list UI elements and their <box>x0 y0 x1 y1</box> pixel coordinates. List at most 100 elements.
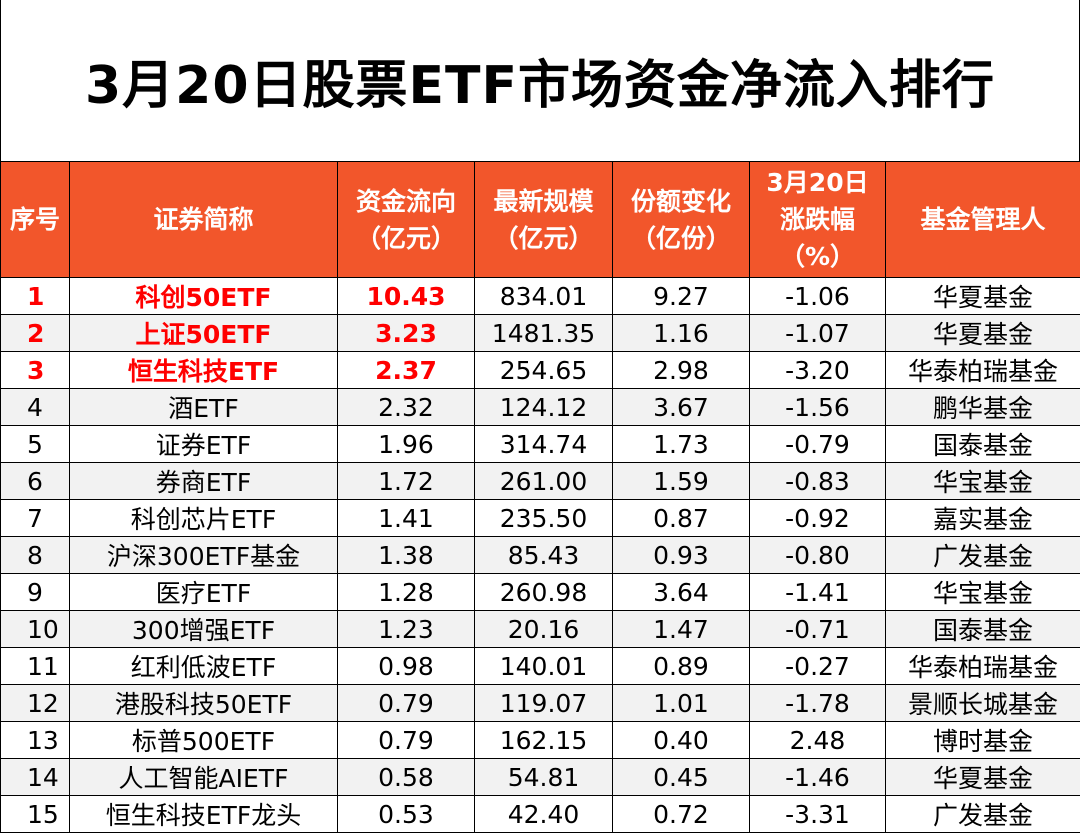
rank-cell: 9 <box>0 573 70 611</box>
rank-cell: 14 <box>0 758 70 796</box>
change-cell: -1.06 <box>749 277 886 315</box>
change-cell: 2.48 <box>749 721 886 759</box>
change-cell: -1.78 <box>749 684 886 722</box>
scale-cell: 314.74 <box>474 425 613 463</box>
flow-cell: 1.28 <box>337 573 475 611</box>
scale-cell: 54.81 <box>474 758 613 796</box>
name-cell: 恒生科技ETF龙头 <box>69 795 338 833</box>
rank-cell: 3 <box>0 351 70 389</box>
share-cell: 3.64 <box>612 573 750 611</box>
table-row: 5 证券ETF 1.96 314.74 1.73 -0.79 国泰基金 <box>0 425 1080 463</box>
rank-cell: 5 <box>0 425 70 463</box>
share-cell: 0.40 <box>612 721 750 759</box>
manager-cell: 华宝基金 <box>885 462 1080 500</box>
rank-cell: 10 <box>0 610 70 648</box>
rank-cell: 2 <box>0 314 70 352</box>
name-cell: 恒生科技ETF <box>69 351 338 389</box>
flow-cell: 0.53 <box>337 795 475 833</box>
rank-cell: 8 <box>0 536 70 574</box>
share-cell: 1.73 <box>612 425 750 463</box>
name-cell: 科创芯片ETF <box>69 499 338 537</box>
scale-cell: 85.43 <box>474 536 613 574</box>
manager-cell: 国泰基金 <box>885 425 1080 463</box>
change-cell: -1.56 <box>749 388 886 426</box>
table-row: 4 酒ETF 2.32 124.12 3.67 -1.56 鹏华基金 <box>0 388 1080 426</box>
manager-cell: 华夏基金 <box>885 314 1080 352</box>
manager-cell: 景顺长城基金 <box>885 684 1080 722</box>
table-row: 9 医疗ETF 1.28 260.98 3.64 -1.41 华宝基金 <box>0 573 1080 611</box>
title-area: 3月20日股票ETF市场资金净流入排行 <box>0 0 1080 161</box>
change-cell: -0.83 <box>749 462 886 500</box>
rank-cell: 15 <box>0 795 70 833</box>
name-cell: 标普500ETF <box>69 721 338 759</box>
table-header-row: 序号 证券简称 资金流向 （亿元） 最新规模 （亿元） 份额变化 （亿份） 3月… <box>0 161 1080 278</box>
flow-cell: 1.96 <box>337 425 475 463</box>
rank-cell: 11 <box>0 647 70 685</box>
scale-cell: 140.01 <box>474 647 613 685</box>
change-cell: -0.71 <box>749 610 886 648</box>
share-cell: 1.16 <box>612 314 750 352</box>
change-cell: -3.20 <box>749 351 886 389</box>
rank-cell: 1 <box>0 277 70 315</box>
table-row: 3 恒生科技ETF 2.37 254.65 2.98 -3.20 华泰柏瑞基金 <box>0 351 1080 389</box>
scale-cell: 42.40 <box>474 795 613 833</box>
share-cell: 0.45 <box>612 758 750 796</box>
header-scale: 最新规模 （亿元） <box>474 161 613 278</box>
share-cell: 0.72 <box>612 795 750 833</box>
table-row: 7 科创芯片ETF 1.41 235.50 0.87 -0.92 嘉实基金 <box>0 499 1080 537</box>
table-row: 13 标普500ETF 0.79 162.15 0.40 2.48 博时基金 <box>0 721 1080 759</box>
table-row: 2 上证50ETF 3.23 1481.35 1.16 -1.07 华夏基金 <box>0 314 1080 352</box>
share-cell: 9.27 <box>612 277 750 315</box>
scale-cell: 254.65 <box>474 351 613 389</box>
name-cell: 酒ETF <box>69 388 338 426</box>
header-manager: 基金管理人 <box>885 161 1080 278</box>
table-row: 8 沪深300ETF基金 1.38 85.43 0.93 -0.80 广发基金 <box>0 536 1080 574</box>
flow-cell: 1.41 <box>337 499 475 537</box>
change-cell: -0.92 <box>749 499 886 537</box>
name-cell: 港股科技50ETF <box>69 684 338 722</box>
scale-cell: 119.07 <box>474 684 613 722</box>
table-row: 11 红利低波ETF 0.98 140.01 0.89 -0.27 华泰柏瑞基金 <box>0 647 1080 685</box>
flow-cell: 0.79 <box>337 684 475 722</box>
manager-cell: 国泰基金 <box>885 610 1080 648</box>
manager-cell: 嘉实基金 <box>885 499 1080 537</box>
manager-cell: 华宝基金 <box>885 573 1080 611</box>
scale-cell: 162.15 <box>474 721 613 759</box>
flow-cell: 0.79 <box>337 721 475 759</box>
header-rank: 序号 <box>0 161 70 278</box>
change-cell: -3.31 <box>749 795 886 833</box>
manager-cell: 华泰柏瑞基金 <box>885 647 1080 685</box>
flow-cell: 3.23 <box>337 314 475 352</box>
share-cell: 3.67 <box>612 388 750 426</box>
scale-cell: 235.50 <box>474 499 613 537</box>
rank-cell: 13 <box>0 721 70 759</box>
name-cell: 上证50ETF <box>69 314 338 352</box>
flow-cell: 1.72 <box>337 462 475 500</box>
manager-cell: 广发基金 <box>885 795 1080 833</box>
scale-cell: 834.01 <box>474 277 613 315</box>
change-cell: -0.80 <box>749 536 886 574</box>
manager-cell: 华夏基金 <box>885 277 1080 315</box>
scale-cell: 124.12 <box>474 388 613 426</box>
table-row: 6 券商ETF 1.72 261.00 1.59 -0.83 华宝基金 <box>0 462 1080 500</box>
share-cell: 0.89 <box>612 647 750 685</box>
header-name: 证券简称 <box>69 161 338 278</box>
manager-cell: 鹏华基金 <box>885 388 1080 426</box>
change-cell: -0.27 <box>749 647 886 685</box>
manager-cell: 华泰柏瑞基金 <box>885 351 1080 389</box>
flow-cell: 1.23 <box>337 610 475 648</box>
table-row: 1 科创50ETF 10.43 834.01 9.27 -1.06 华夏基金 <box>0 277 1080 315</box>
scale-cell: 20.16 <box>474 610 613 648</box>
header-share: 份额变化 （亿份） <box>612 161 750 278</box>
flow-cell: 0.98 <box>337 647 475 685</box>
name-cell: 券商ETF <box>69 462 338 500</box>
rank-cell: 7 <box>0 499 70 537</box>
share-cell: 1.59 <box>612 462 750 500</box>
share-cell: 0.93 <box>612 536 750 574</box>
name-cell: 300增强ETF <box>69 610 338 648</box>
share-cell: 2.98 <box>612 351 750 389</box>
scale-cell: 260.98 <box>474 573 613 611</box>
flow-cell: 0.58 <box>337 758 475 796</box>
share-cell: 1.47 <box>612 610 750 648</box>
table-row: 15 恒生科技ETF龙头 0.53 42.40 0.72 -3.31 广发基金 <box>0 795 1080 833</box>
